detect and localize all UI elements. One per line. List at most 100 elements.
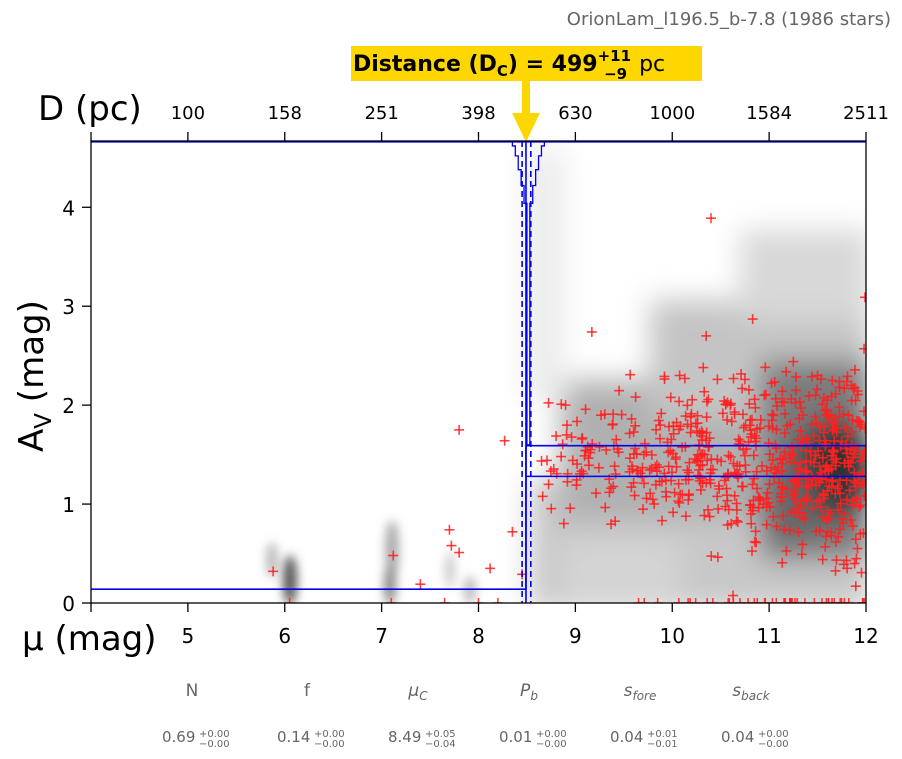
- star-marker: [817, 399, 828, 410]
- parameter-name: μC: [407, 681, 428, 703]
- star-marker: [601, 444, 612, 455]
- star-marker: [835, 498, 846, 509]
- star-marker: [747, 314, 758, 325]
- star-marker: [537, 491, 548, 502]
- star-marker: [826, 482, 837, 493]
- star-marker: [694, 464, 705, 475]
- star-marker: [687, 394, 698, 405]
- star-marker: [781, 366, 792, 377]
- star-marker: [850, 581, 861, 592]
- star-marker: [789, 598, 800, 603]
- star-marker: [857, 479, 866, 490]
- star-marker: [760, 362, 771, 373]
- star-marker: [473, 598, 484, 603]
- parameter-value: 0.04: [610, 728, 643, 746]
- star-marker: [703, 394, 714, 405]
- star-marker: [858, 598, 866, 603]
- star-marker: [790, 457, 801, 468]
- parameter-2: μC 8.49 +0.05−0.04: [388, 681, 456, 750]
- parameter-upper-error: +0.00: [199, 729, 230, 740]
- distance-label-prefix: Distance (D: [353, 52, 497, 77]
- star-marker: [797, 539, 808, 550]
- star-marker: [831, 555, 842, 566]
- y-axis-title-unit: (mag): [12, 300, 52, 413]
- star-marker: [855, 500, 866, 511]
- star-marker: [646, 463, 657, 474]
- star-marker: [767, 423, 778, 434]
- star-marker: [651, 459, 662, 470]
- star-marker: [814, 477, 825, 488]
- parameter-lower-error: −0.01: [647, 739, 678, 750]
- star-marker: [739, 450, 750, 461]
- star-marker: [641, 493, 652, 504]
- star-marker: [703, 504, 714, 515]
- density-map: [525, 150, 866, 603]
- star-marker: [821, 598, 832, 603]
- star-marker: [765, 462, 776, 473]
- star-marker: [781, 545, 792, 556]
- star-marker: [796, 549, 807, 560]
- star-marker: [645, 488, 656, 499]
- star-marker: [454, 547, 465, 558]
- parameter-upper-error: +0.00: [758, 729, 789, 740]
- star-marker: [827, 375, 838, 386]
- star-marker: [670, 454, 681, 465]
- star-marker: [819, 435, 830, 446]
- star-marker: [786, 598, 797, 603]
- star-marker: [725, 451, 736, 462]
- star-marker: [797, 435, 808, 446]
- star-marker: [818, 392, 829, 403]
- star-marker: [792, 481, 803, 492]
- distance-banner: Distance (DC) = 499+11 −9 pc: [351, 46, 702, 142]
- star-marker: [706, 551, 717, 562]
- star-marker: [586, 326, 597, 337]
- star-marker: [561, 420, 572, 431]
- star-marker: [838, 517, 849, 528]
- star-marker: [833, 504, 844, 515]
- top-tick-label: 2511: [843, 103, 889, 124]
- star-marker: [543, 479, 554, 490]
- star-marker: [807, 472, 818, 483]
- star-marker: [655, 433, 666, 444]
- parameter-upper-error: +0.05: [425, 729, 456, 740]
- star-marker: [828, 446, 839, 457]
- star-marker: [782, 484, 793, 495]
- star-marker: [820, 541, 831, 552]
- star-marker: [854, 502, 865, 513]
- star-marker: [834, 411, 845, 422]
- star-marker: [858, 528, 866, 539]
- star-marker: [784, 598, 795, 603]
- star-marker: [712, 552, 723, 563]
- parameter-1: f 0.14 +0.00−0.00: [277, 681, 345, 750]
- parameter-5: sback 0.04 +0.00−0.00: [721, 681, 789, 750]
- star-marker: [834, 524, 845, 535]
- star-marker: [790, 385, 801, 396]
- star-marker: [724, 598, 735, 603]
- star-marker: [673, 496, 684, 507]
- star-marker: [778, 510, 789, 521]
- star-marker: [735, 436, 746, 447]
- star-marker: [850, 534, 861, 545]
- star-marker: [701, 427, 712, 438]
- star-marker: [749, 394, 760, 405]
- y-axis-title: AV (mag): [12, 300, 57, 452]
- star-marker: [848, 383, 859, 394]
- star-marker: [818, 488, 829, 499]
- top-tick-label: 251: [364, 103, 398, 124]
- star-marker: [606, 519, 617, 530]
- star-marker: [846, 426, 857, 437]
- star-marker: [818, 493, 829, 504]
- star-marker: [703, 442, 714, 453]
- star-marker: [719, 395, 730, 406]
- star-marker: [268, 566, 279, 577]
- star-marker: [652, 598, 663, 603]
- star-marker: [806, 419, 817, 430]
- star-marker: [836, 598, 847, 603]
- star-marker: [439, 598, 450, 603]
- star-marker: [743, 384, 754, 395]
- star-marker: [733, 468, 744, 479]
- star-marker: [712, 454, 723, 465]
- star-marker: [680, 411, 691, 422]
- star-marker: [806, 371, 817, 382]
